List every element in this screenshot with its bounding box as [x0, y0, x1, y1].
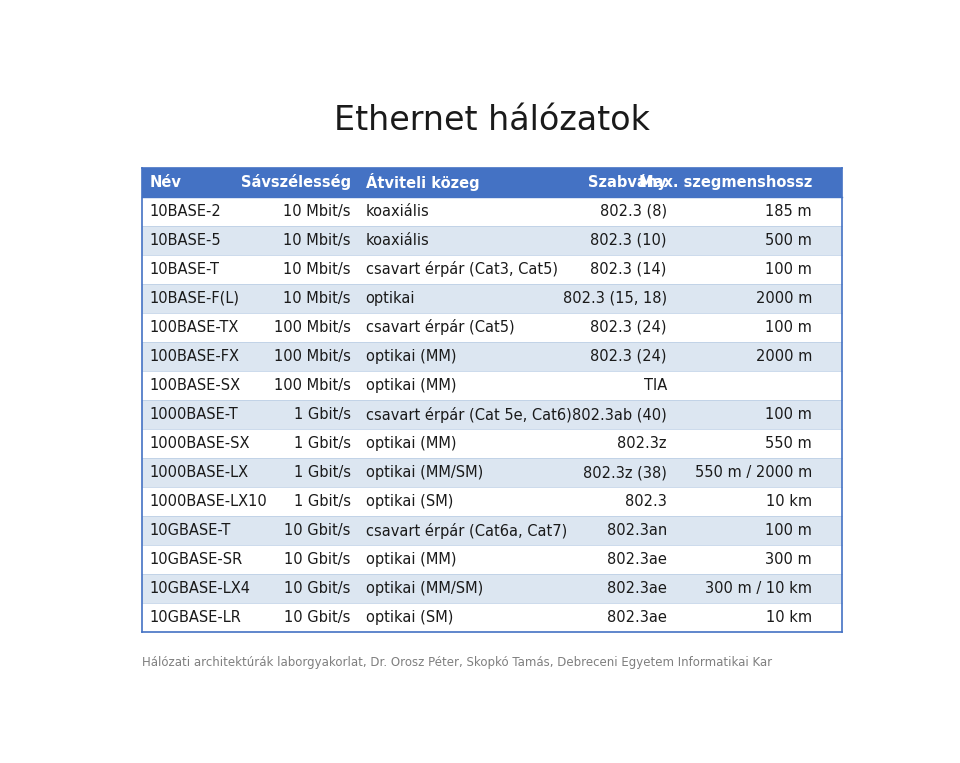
- Text: 1 Gbit/s: 1 Gbit/s: [294, 494, 350, 509]
- Text: 100 Mbit/s: 100 Mbit/s: [274, 349, 350, 364]
- Text: 10 Mbit/s: 10 Mbit/s: [283, 233, 350, 248]
- Text: 10 Mbit/s: 10 Mbit/s: [283, 262, 350, 277]
- Bar: [142, 487, 842, 516]
- Text: 802.3ab (40): 802.3ab (40): [572, 407, 667, 422]
- Text: 1000BASE-SX: 1000BASE-SX: [150, 436, 251, 451]
- Bar: [142, 255, 842, 284]
- Text: optikai (MM): optikai (MM): [366, 436, 456, 451]
- Text: Ethernet hálózatok: Ethernet hálózatok: [334, 105, 650, 137]
- Bar: [142, 313, 842, 342]
- Text: 802.3 (24): 802.3 (24): [590, 320, 667, 335]
- Text: 100 Mbit/s: 100 Mbit/s: [274, 378, 350, 393]
- Text: 1000BASE-LX10: 1000BASE-LX10: [150, 494, 268, 509]
- Text: 1 Gbit/s: 1 Gbit/s: [294, 465, 350, 480]
- Text: 10BASE-T: 10BASE-T: [150, 262, 220, 277]
- Text: 10GBASE-LX4: 10GBASE-LX4: [150, 581, 251, 596]
- Bar: [142, 168, 842, 197]
- Text: koaxiális: koaxiális: [366, 233, 429, 248]
- Bar: [142, 574, 842, 603]
- Text: 100 m: 100 m: [765, 320, 812, 335]
- Text: 10 Gbit/s: 10 Gbit/s: [284, 581, 350, 596]
- Text: 100BASE-SX: 100BASE-SX: [150, 378, 241, 393]
- Text: 10GBASE-LR: 10GBASE-LR: [150, 610, 242, 625]
- Text: 10 Gbit/s: 10 Gbit/s: [284, 523, 350, 538]
- Text: optikai (MM/SM): optikai (MM/SM): [366, 581, 483, 596]
- Text: optikai (MM/SM): optikai (MM/SM): [366, 465, 483, 480]
- Text: 2000 m: 2000 m: [756, 291, 812, 306]
- Text: 10 Mbit/s: 10 Mbit/s: [283, 291, 350, 306]
- Text: optikai (MM): optikai (MM): [366, 349, 456, 364]
- Text: Átviteli közeg: Átviteli közeg: [366, 173, 479, 192]
- Text: 10 km: 10 km: [766, 494, 812, 509]
- Text: 802.3 (10): 802.3 (10): [590, 233, 667, 248]
- Text: 10 Mbit/s: 10 Mbit/s: [283, 204, 350, 219]
- Text: 1000BASE-T: 1000BASE-T: [150, 407, 238, 422]
- Text: 802.3ae: 802.3ae: [607, 610, 667, 625]
- Bar: [142, 226, 842, 255]
- Bar: [142, 458, 842, 487]
- Text: 10BASE-F(L): 10BASE-F(L): [150, 291, 240, 306]
- Text: optikai: optikai: [366, 291, 415, 306]
- Text: 10GBASE-T: 10GBASE-T: [150, 523, 231, 538]
- Text: 2000 m: 2000 m: [756, 349, 812, 364]
- Text: 802.3 (8): 802.3 (8): [600, 204, 667, 219]
- Text: 10 Gbit/s: 10 Gbit/s: [284, 552, 350, 567]
- Text: 802.3 (14): 802.3 (14): [590, 262, 667, 277]
- Text: Hálózati architektúrák laborgyakorlat, Dr. Orosz Péter, Skopkó Tamás, Debreceni : Hálózati architektúrák laborgyakorlat, D…: [142, 656, 773, 669]
- Bar: [142, 429, 842, 458]
- Text: 500 m: 500 m: [765, 233, 812, 248]
- Text: 802.3z: 802.3z: [617, 436, 667, 451]
- Text: 802.3 (24): 802.3 (24): [590, 349, 667, 364]
- Text: 1 Gbit/s: 1 Gbit/s: [294, 436, 350, 451]
- Text: koaxiális: koaxiális: [366, 204, 429, 219]
- Text: optikai (SM): optikai (SM): [366, 494, 453, 509]
- Text: Szabvány: Szabvány: [588, 175, 667, 191]
- Text: 100BASE-TX: 100BASE-TX: [150, 320, 239, 335]
- Bar: [142, 284, 842, 313]
- Text: 100 m: 100 m: [765, 523, 812, 538]
- Text: 10 km: 10 km: [766, 610, 812, 625]
- Text: 300 m: 300 m: [765, 552, 812, 567]
- Text: 550 m: 550 m: [765, 436, 812, 451]
- Text: 10 Gbit/s: 10 Gbit/s: [284, 610, 350, 625]
- Text: csavart érpár (Cat 5e, Cat6): csavart érpár (Cat 5e, Cat6): [366, 407, 571, 423]
- Text: 550 m / 2000 m: 550 m / 2000 m: [695, 465, 812, 480]
- Text: 802.3z (38): 802.3z (38): [583, 465, 667, 480]
- Bar: [142, 603, 842, 632]
- Text: optikai (SM): optikai (SM): [366, 610, 453, 625]
- Text: Sávszélesség: Sávszélesség: [241, 175, 350, 191]
- Text: 10BASE-5: 10BASE-5: [150, 233, 222, 248]
- Text: csavart érpár (Cat3, Cat5): csavart érpár (Cat3, Cat5): [366, 262, 558, 278]
- Text: 802.3ae: 802.3ae: [607, 581, 667, 596]
- Text: 100 m: 100 m: [765, 407, 812, 422]
- Bar: [142, 516, 842, 545]
- Bar: [142, 400, 842, 429]
- Text: 1 Gbit/s: 1 Gbit/s: [294, 407, 350, 422]
- Text: 100 m: 100 m: [765, 262, 812, 277]
- Text: csavart érpár (Cat5): csavart érpár (Cat5): [366, 320, 515, 336]
- Bar: [142, 545, 842, 574]
- Text: 802.3an: 802.3an: [607, 523, 667, 538]
- Text: optikai (MM): optikai (MM): [366, 378, 456, 393]
- Text: 185 m: 185 m: [765, 204, 812, 219]
- Text: optikai (MM): optikai (MM): [366, 552, 456, 567]
- Bar: [142, 197, 842, 226]
- Text: 100BASE-FX: 100BASE-FX: [150, 349, 240, 364]
- Text: TIA: TIA: [643, 378, 667, 393]
- Text: Max. szegmenshossz: Max. szegmenshossz: [638, 175, 812, 190]
- Text: 300 m / 10 km: 300 m / 10 km: [705, 581, 812, 596]
- Text: 802.3ae: 802.3ae: [607, 552, 667, 567]
- Text: 1000BASE-LX: 1000BASE-LX: [150, 465, 249, 480]
- Text: 100 Mbit/s: 100 Mbit/s: [274, 320, 350, 335]
- Text: 802.3 (15, 18): 802.3 (15, 18): [563, 291, 667, 306]
- Text: 10GBASE-SR: 10GBASE-SR: [150, 552, 243, 567]
- Text: 10BASE-2: 10BASE-2: [150, 204, 222, 219]
- Text: Név: Név: [150, 175, 181, 190]
- Text: 802.3: 802.3: [625, 494, 667, 509]
- Text: csavart érpár (Cat6a, Cat7): csavart érpár (Cat6a, Cat7): [366, 523, 566, 539]
- Bar: [142, 371, 842, 400]
- Bar: [142, 342, 842, 371]
